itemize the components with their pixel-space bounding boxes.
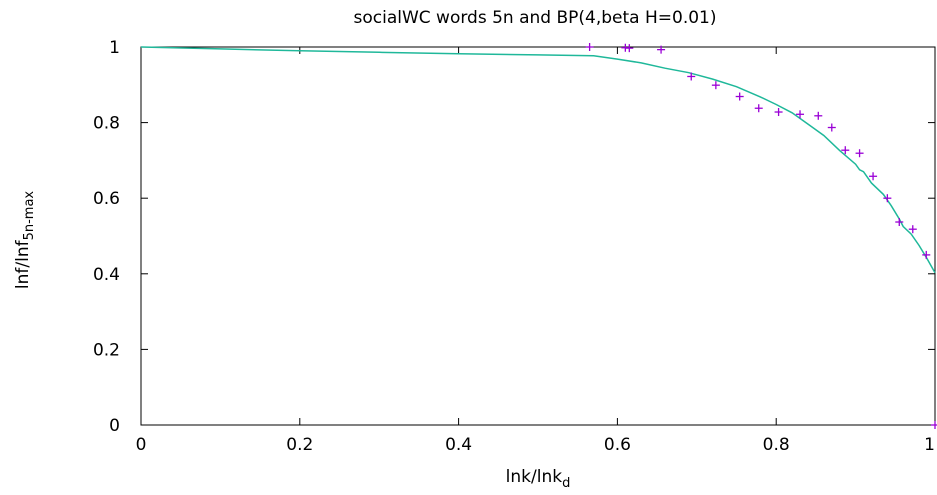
data-point-11 [827,123,836,132]
data-point-6 [735,92,744,101]
chart-title: socialWC words 5n and BP(4,beta H=0.01) [354,8,717,28]
x-axis-label: lnk/lnkd [506,467,571,491]
y-tick-label-2: 0.4 [93,265,120,285]
y-tick-label-5: 1 [109,38,120,58]
data-point-9 [796,110,805,119]
data-point-12 [841,146,850,155]
x-tick-label-4: 0.8 [763,435,790,455]
y-axis-label: lnf/lnf5n-max [13,191,37,290]
data-point-8 [774,108,783,117]
y-tick-label-4: 0.8 [93,114,120,134]
x-axis-label-main: lnk/lnk [506,467,563,487]
data-point-15 [883,194,892,203]
y-tick-label-3: 0.6 [93,189,120,209]
data-point-16 [895,218,904,227]
data-point-4 [687,72,696,81]
data-point-10 [814,111,823,120]
data-point-7 [754,104,763,113]
data-point-14 [869,172,878,181]
x-tick-label-3: 0.6 [604,435,631,455]
y-axis: 0 0.2 0.4 0.6 0.8 1 [93,38,935,436]
x-tick-label-2: 0.4 [445,435,472,455]
series-layer [140,43,937,429]
y-axis-label-sub: 5n-max [22,191,37,241]
data-point-2 [625,44,634,53]
data-point-17 [908,225,917,234]
data-point-19 [931,421,937,429]
x-tick-label-0: 0 [136,435,147,455]
x-axis: 0 0.2 0.4 0.6 0.8 1 [136,47,936,455]
data-point-18 [922,250,931,259]
x-tick-label-1: 0.2 [286,435,313,455]
y-tick-label-0: 0 [109,416,120,436]
y-tick-label-1: 0.2 [93,340,120,360]
y-axis-label-main: lnf/lnf [13,239,33,289]
series-line-0 [140,46,936,274]
x-axis-label-sub: d [562,476,570,491]
data-point-13 [855,149,864,158]
plot-frame [140,46,936,426]
data-point-5 [711,81,720,90]
x-tick-label-5: 1 [924,435,935,455]
data-point-3 [657,45,666,54]
data-point-0 [585,43,594,51]
